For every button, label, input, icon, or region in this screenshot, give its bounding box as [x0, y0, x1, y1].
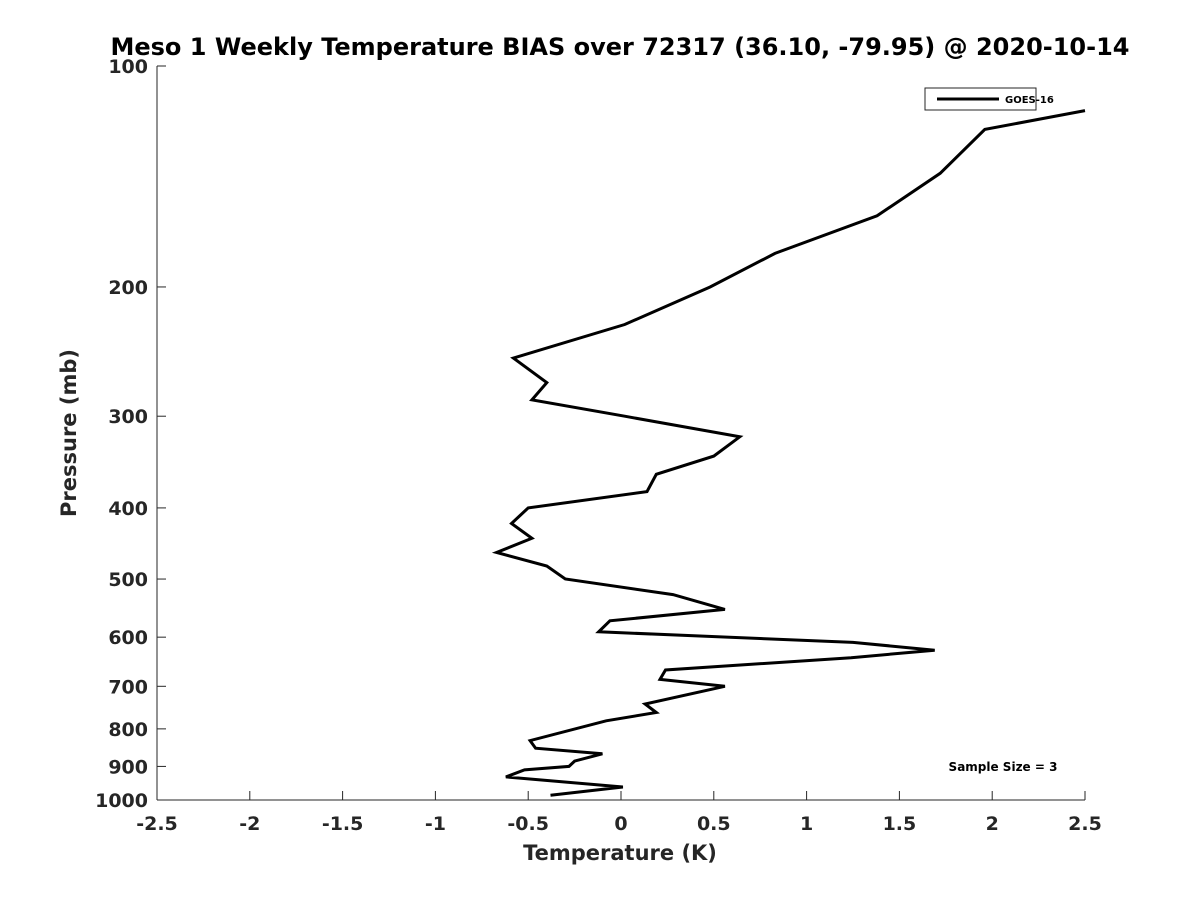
y-tick-label: 600: [108, 627, 148, 649]
x-tick-label: -1.5: [322, 813, 364, 835]
legend: GOES-16: [924, 87, 1054, 111]
x-tick-label: 1: [800, 813, 813, 835]
x-tick-label: 1.5: [883, 813, 917, 835]
x-tick-label: -2: [239, 813, 260, 835]
x-tick-label: -2.5: [136, 813, 178, 835]
sample-size-annotation: Sample Size = 3: [949, 760, 1058, 774]
y-tick-label: 800: [108, 719, 148, 741]
y-tick-label: 700: [108, 676, 148, 698]
y-tick-label: 1000: [95, 790, 148, 812]
y-tick-label: 300: [108, 406, 148, 428]
series-line-goes-16: [491, 109, 1086, 797]
y-tick-label: 500: [108, 569, 148, 591]
x-tick-label: 2.5: [1068, 813, 1102, 835]
x-tick-label: -0.5: [507, 813, 549, 835]
chart-title: Meso 1 Weekly Temperature BIAS over 7231…: [110, 33, 1129, 61]
y-tick-label: 400: [108, 498, 148, 520]
y-tick-label: 100: [108, 56, 148, 78]
y-tick-label: 200: [108, 277, 148, 299]
x-tick-label: 2: [986, 813, 999, 835]
x-axis-label: Temperature (K): [523, 841, 717, 865]
x-tick-label: -1: [425, 813, 446, 835]
series-layer: [491, 109, 1086, 797]
y-axis-label: Pressure (mb): [57, 349, 81, 517]
plot-axes: -2.5 -2 -1.5 -1 -0.5 0 0.5 1 1.5 2 2.5 100 200 300 400…: [95, 56, 1102, 835]
y-tick-label: 900: [108, 756, 148, 778]
legend-label: GOES-16: [1005, 95, 1054, 106]
x-tick-label: 0.5: [697, 813, 731, 835]
x-tick-label: 0: [614, 813, 627, 835]
